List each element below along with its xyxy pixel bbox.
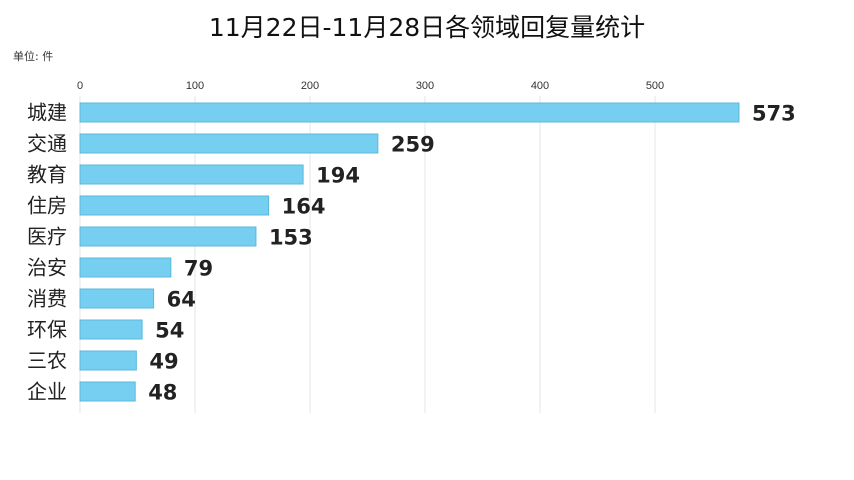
value-label-0: 573 bbox=[752, 102, 796, 126]
x-tick-label-0: 0 bbox=[77, 80, 83, 92]
bar-8 bbox=[79, 350, 137, 371]
category-label-3: 住房 bbox=[27, 194, 67, 218]
category-label-1: 交通 bbox=[27, 132, 67, 156]
category-label-6: 消费 bbox=[27, 287, 67, 311]
category-label-4: 医疗 bbox=[27, 225, 67, 249]
bar-2 bbox=[79, 164, 304, 185]
value-label-8: 49 bbox=[149, 350, 178, 374]
category-label-2: 教育 bbox=[27, 163, 67, 187]
category-label-5: 治安 bbox=[27, 256, 67, 280]
value-label-2: 194 bbox=[316, 164, 360, 188]
bar-5 bbox=[79, 257, 172, 278]
bar-0 bbox=[79, 102, 740, 123]
bar-4 bbox=[79, 226, 257, 247]
x-tick-label-4: 400 bbox=[531, 80, 549, 92]
value-label-1: 259 bbox=[391, 133, 435, 157]
x-axis-ticks: 0 100 200 300 400 500 bbox=[77, 80, 664, 92]
category-label-8: 三农 bbox=[27, 349, 67, 373]
value-label-9: 48 bbox=[148, 381, 177, 405]
labels: 城建 573 交通 259 教育 194 住房 164 医疗 153 治安 79 消费 64 环保 54 三农 4… bbox=[27, 101, 796, 405]
bar-1 bbox=[79, 133, 379, 154]
unit-label: 单位: 件 bbox=[13, 50, 54, 63]
x-tick-label-1: 100 bbox=[186, 80, 204, 92]
category-label-9: 企业 bbox=[27, 380, 67, 404]
value-label-5: 79 bbox=[184, 257, 213, 281]
bar-9 bbox=[79, 381, 136, 402]
x-tick-label-3: 300 bbox=[416, 80, 434, 92]
bar-3 bbox=[79, 195, 270, 216]
value-label-7: 54 bbox=[155, 319, 184, 343]
x-tick-label-5: 500 bbox=[646, 80, 664, 92]
category-label-0: 城建 bbox=[27, 101, 67, 125]
category-label-7: 环保 bbox=[27, 318, 67, 342]
bars bbox=[79, 102, 740, 402]
bar-7 bbox=[79, 319, 143, 340]
value-label-6: 64 bbox=[167, 288, 196, 312]
chart-title: 11月22日-11月28日各领域回复量统计 bbox=[208, 13, 646, 42]
value-label-4: 153 bbox=[269, 226, 313, 250]
bar-6 bbox=[79, 288, 155, 309]
value-label-3: 164 bbox=[282, 195, 326, 219]
x-tick-label-2: 200 bbox=[301, 80, 319, 92]
